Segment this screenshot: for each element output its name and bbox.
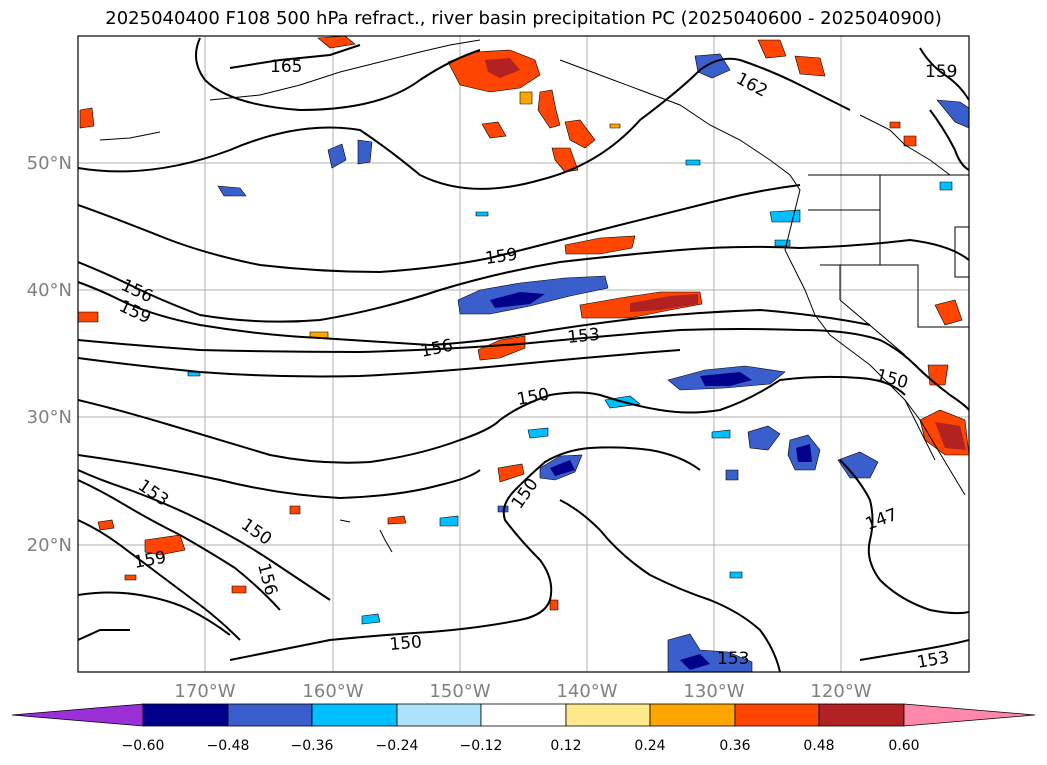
lat-label: 30°N: [27, 407, 72, 428]
negative-patch: [939, 181, 953, 191]
positive-patch: [481, 121, 507, 139]
figure-title: 2025040400 F108 500 hPa refract., river …: [105, 8, 942, 29]
negative-patch: [685, 159, 701, 166]
longitude-labels: 170°W 160°W 150°W 140°W 130°W 120°W: [174, 681, 871, 702]
negative-patch: [357, 139, 373, 165]
negative-patch: [490, 292, 545, 308]
negative-patch: [527, 427, 549, 439]
lon-label: 140°W: [556, 681, 617, 702]
colorbar-tick: −0.24: [376, 738, 419, 754]
positive-patch: [124, 574, 137, 581]
coastlines: [99, 39, 969, 553]
positive-patch: [630, 294, 698, 312]
lat-label: 50°N: [27, 153, 72, 174]
colorbar-segment: [227, 703, 313, 727]
positive-patch: [78, 311, 99, 323]
colorbar-segment: [396, 703, 482, 727]
negative-patch: [550, 460, 575, 476]
negative-patch: [711, 429, 731, 439]
colorbar: [11, 703, 1036, 727]
colorbar-segment: [565, 703, 651, 727]
colorbar-segment: [649, 703, 736, 727]
contour-label: 150: [389, 632, 423, 655]
negative-patch: [217, 185, 247, 197]
contour-label: 159: [484, 245, 519, 269]
positive-patch: [485, 58, 520, 78]
contour-label: 153: [717, 649, 749, 669]
colorbar-tick: 0.36: [719, 738, 750, 754]
contour-label: 153: [915, 648, 950, 673]
positive-patch: [519, 91, 533, 105]
colorbar-extend-low: [11, 703, 144, 727]
negative-patch: [837, 451, 879, 479]
colorbar-tick: −0.48: [207, 738, 250, 754]
negative-patch: [361, 613, 381, 625]
negative-patch: [729, 571, 743, 579]
positive-patch: [97, 519, 115, 531]
lon-label: 150°W: [429, 681, 490, 702]
negative-patch: [475, 211, 489, 217]
colorbar-tick: 0.48: [803, 738, 834, 754]
colorbar-segment: [142, 703, 229, 727]
colorbar-tick: −0.12: [460, 738, 503, 754]
negative-patch: [769, 209, 801, 223]
positive-patch: [317, 36, 356, 49]
positive-patch: [564, 119, 596, 149]
latitude-labels: 50°N 40°N 30°N 20°N: [27, 153, 72, 556]
colorbar-tick: 0.12: [550, 738, 581, 754]
negative-patch: [796, 444, 812, 462]
colorbar-ticks: −0.60 −0.48 −0.36 −0.24 −0.12 0.12 0.24 …: [122, 738, 920, 754]
colorbar-tick: −0.60: [122, 738, 165, 754]
negative-patch: [725, 469, 739, 481]
positive-patch: [497, 463, 525, 483]
positive-patch: [79, 107, 95, 129]
positive-patch: [551, 147, 579, 173]
contour-label: 153: [566, 325, 600, 348]
colorbar-segment: [734, 703, 820, 727]
positive-patch: [387, 515, 407, 525]
positive-patch: [757, 39, 787, 59]
positive-patch: [564, 235, 636, 255]
colorbar-tick: −0.36: [291, 738, 334, 754]
negative-patch: [747, 425, 781, 451]
lon-label: 160°W: [302, 681, 363, 702]
positive-patch: [289, 505, 301, 515]
positive-patch: [935, 422, 966, 450]
positive-patch: [609, 123, 621, 129]
contour-label: 159: [925, 62, 957, 82]
positive-patch: [794, 55, 826, 77]
positive-patch: [934, 299, 963, 326]
negative-patch: [700, 372, 752, 386]
positive-patch: [549, 599, 559, 611]
colorbar-segment: [818, 703, 905, 727]
positive-patch: [927, 364, 949, 386]
contour-label: 165: [270, 57, 302, 77]
positive-patch: [537, 89, 561, 129]
precip-pc-shading: [78, 36, 969, 672]
negative-patch: [936, 99, 969, 129]
lon-label: 170°W: [174, 681, 235, 702]
colorbar-segment: [480, 703, 567, 727]
map-frame: [77, 35, 970, 673]
map-area: [78, 36, 969, 672]
colorbar-extend-high: [903, 703, 1036, 727]
negative-patch: [327, 143, 347, 169]
colorbar-segment: [311, 703, 398, 727]
positive-patch: [889, 121, 901, 129]
negative-patch: [680, 654, 710, 670]
lon-label: 130°W: [683, 681, 744, 702]
height-contours: [78, 37, 969, 672]
lat-label: 40°N: [27, 280, 72, 301]
positive-patch: [903, 135, 917, 147]
positive-patch: [231, 585, 247, 594]
colorbar-tick: 0.24: [634, 738, 665, 754]
negative-patch: [439, 515, 459, 527]
positive-patch: [477, 335, 526, 361]
lon-label: 120°W: [810, 681, 871, 702]
gridlines: [78, 36, 969, 672]
lat-label: 20°N: [27, 535, 72, 556]
colorbar-tick: 0.60: [888, 738, 919, 754]
positive-patch: [144, 534, 186, 556]
